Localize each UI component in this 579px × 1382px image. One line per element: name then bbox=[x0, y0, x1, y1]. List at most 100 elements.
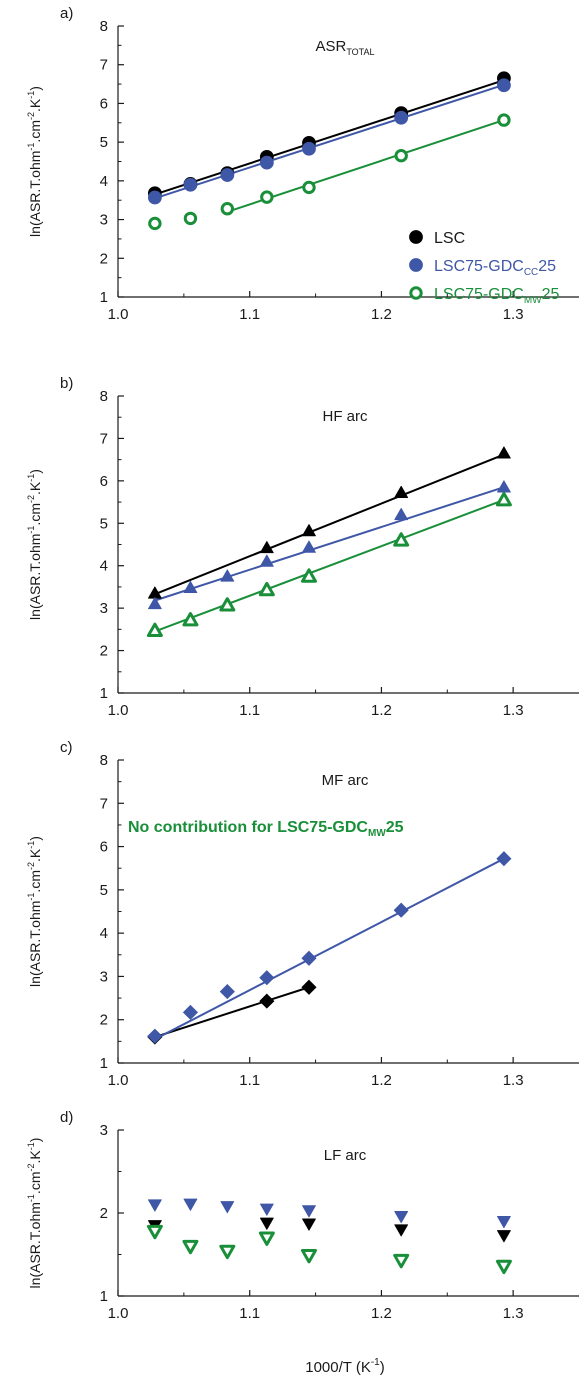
data-point-s2 bbox=[260, 190, 274, 204]
y-tick-label: 3 bbox=[100, 600, 108, 617]
data-point-s1 bbox=[182, 1004, 199, 1020]
fit-line-0 bbox=[154, 986, 310, 1038]
fit-line-0 bbox=[154, 453, 505, 596]
data-point-s0 bbox=[302, 524, 316, 537]
y-tick-label: 6 bbox=[100, 95, 108, 112]
data-point-s1 bbox=[393, 902, 409, 918]
legend-marker bbox=[409, 258, 423, 272]
data-point-s2 bbox=[258, 1231, 275, 1246]
data-point-s0 bbox=[259, 540, 274, 554]
panel-note: No contribution for LSC75-GDCMW25 bbox=[128, 819, 404, 839]
panel-2: 1 2 3 4 5 6 7 8 1.0 1.1 1.2 1.3 c) MF arc ln(ASR.T.ohm… bbox=[26, 739, 579, 1089]
x-tick-label: 1.0 bbox=[108, 306, 129, 323]
data-point-s2 bbox=[302, 180, 316, 195]
data-point-s1 bbox=[259, 554, 274, 567]
data-point-s2 bbox=[393, 532, 410, 547]
data-point-s1 bbox=[496, 851, 512, 867]
data-point-s0 bbox=[259, 1203, 274, 1216]
data-point-s0 bbox=[497, 1216, 511, 1229]
x-tick-label: 1.3 bbox=[503, 1072, 524, 1089]
y-tick-label: 5 bbox=[100, 515, 108, 532]
y-tick-label: 1 bbox=[100, 1288, 108, 1305]
x-axis-label: 1000/T (K-1) bbox=[305, 1357, 385, 1376]
panel-letter: a) bbox=[60, 5, 73, 22]
data-point-s0 bbox=[183, 1198, 198, 1211]
data-point-s1 bbox=[302, 540, 316, 553]
fit-line-1 bbox=[154, 486, 505, 602]
data-point-s1 bbox=[259, 970, 275, 986]
legend-entry: LSC75-GDCMW25 bbox=[434, 286, 559, 306]
panel-1: 1 2 3 4 5 6 7 8 1.0 1.1 1.2 1.3 b) HF arc ln(ASR.T.ohm… bbox=[26, 375, 579, 719]
legend-entry: LSC bbox=[434, 230, 465, 247]
data-point-s2 bbox=[183, 211, 198, 226]
x-tick-label: 1.2 bbox=[371, 702, 392, 719]
panel-letter: d) bbox=[60, 1109, 73, 1126]
panel-0: 1 2 3 4 5 6 7 8 1.0 1.1 1.2 1.3 a) ASRTOTAL ln(ASR.T.o… bbox=[26, 5, 579, 323]
data-point-s2 bbox=[220, 202, 235, 216]
data-point-s1 bbox=[220, 168, 235, 182]
data-point-s1 bbox=[497, 78, 511, 93]
data-point-s1 bbox=[394, 507, 409, 521]
data-point-s1 bbox=[259, 155, 274, 170]
data-point-s0 bbox=[394, 485, 409, 499]
data-point-s1 bbox=[394, 110, 409, 125]
x-tick-label: 1.0 bbox=[108, 1072, 129, 1089]
panel-title: LF arc bbox=[324, 1147, 367, 1164]
y-axis-label: ln(ASR.T.ohm-1.cm-2.K-1) bbox=[26, 86, 43, 237]
x-tick-label: 1.1 bbox=[239, 1072, 260, 1089]
data-point-s2 bbox=[300, 568, 317, 583]
panel-3: 1 2 3 1.0 1.1 1.2 1.3 d) LF arc ln(ASR.T.ohm-1.cm… bbox=[26, 1109, 579, 1322]
y-axis-label: ln(ASR.T.ohm-1.cm-2.K-1) bbox=[26, 836, 43, 987]
y-tick-label: 7 bbox=[100, 430, 108, 447]
y-tick-label: 2 bbox=[100, 250, 108, 267]
data-point-s1 bbox=[497, 1230, 511, 1243]
data-point-s1 bbox=[147, 597, 162, 610]
y-tick-label: 6 bbox=[100, 473, 108, 490]
x-tick-label: 1.2 bbox=[371, 306, 392, 323]
y-axis-label: ln(ASR.T.ohm-1.cm-2.K-1) bbox=[26, 1138, 43, 1289]
data-point-s0 bbox=[220, 1201, 235, 1214]
data-point-s0 bbox=[394, 1211, 409, 1224]
x-tick-label: 1.3 bbox=[503, 306, 524, 323]
y-tick-label: 4 bbox=[100, 173, 108, 190]
y-tick-label: 7 bbox=[100, 795, 108, 812]
y-tick-label: 2 bbox=[100, 643, 108, 660]
x-tick-label: 1.2 bbox=[371, 1072, 392, 1089]
data-point-s2 bbox=[394, 148, 408, 163]
x-tick-label: 1.3 bbox=[503, 702, 524, 719]
data-point-s2 bbox=[300, 1248, 317, 1264]
data-point-s1 bbox=[220, 569, 235, 582]
y-tick-label: 5 bbox=[100, 134, 108, 151]
x-tick-label: 1.3 bbox=[503, 1305, 524, 1322]
y-tick-label: 1 bbox=[100, 685, 108, 702]
panel-title: HF arc bbox=[323, 408, 369, 425]
data-point-s0 bbox=[302, 1205, 316, 1218]
data-point-s2 bbox=[393, 1253, 410, 1269]
data-point-s1 bbox=[147, 190, 162, 205]
y-tick-label: 2 bbox=[100, 1205, 108, 1222]
fit-line-1 bbox=[154, 83, 505, 200]
x-tick-label: 1.0 bbox=[108, 1305, 129, 1322]
legend-marker bbox=[409, 230, 423, 244]
y-tick-label: 4 bbox=[100, 925, 108, 942]
data-point-s2 bbox=[495, 1259, 512, 1275]
y-tick-label: 1 bbox=[100, 1055, 108, 1072]
x-tick-label: 1.1 bbox=[239, 702, 260, 719]
y-tick-label: 3 bbox=[100, 212, 108, 229]
data-point-s2 bbox=[497, 113, 511, 127]
data-point-s1 bbox=[219, 984, 235, 1000]
y-tick-label: 8 bbox=[100, 752, 108, 769]
data-point-s2 bbox=[146, 622, 163, 638]
panel-title: MF arc bbox=[322, 772, 369, 789]
y-tick-label: 7 bbox=[100, 57, 108, 74]
y-tick-label: 8 bbox=[100, 388, 108, 405]
y-tick-label: 4 bbox=[100, 558, 108, 575]
data-point-s0 bbox=[147, 1199, 162, 1212]
data-point-s2 bbox=[219, 597, 236, 612]
data-point-s2 bbox=[219, 1244, 236, 1260]
y-tick-label: 6 bbox=[100, 839, 108, 856]
legend-entry: LSC75-GDCCC25 bbox=[434, 258, 556, 278]
fit-line-0 bbox=[154, 79, 505, 196]
panel-letter: c) bbox=[60, 739, 73, 756]
panel-letter: b) bbox=[60, 375, 73, 392]
